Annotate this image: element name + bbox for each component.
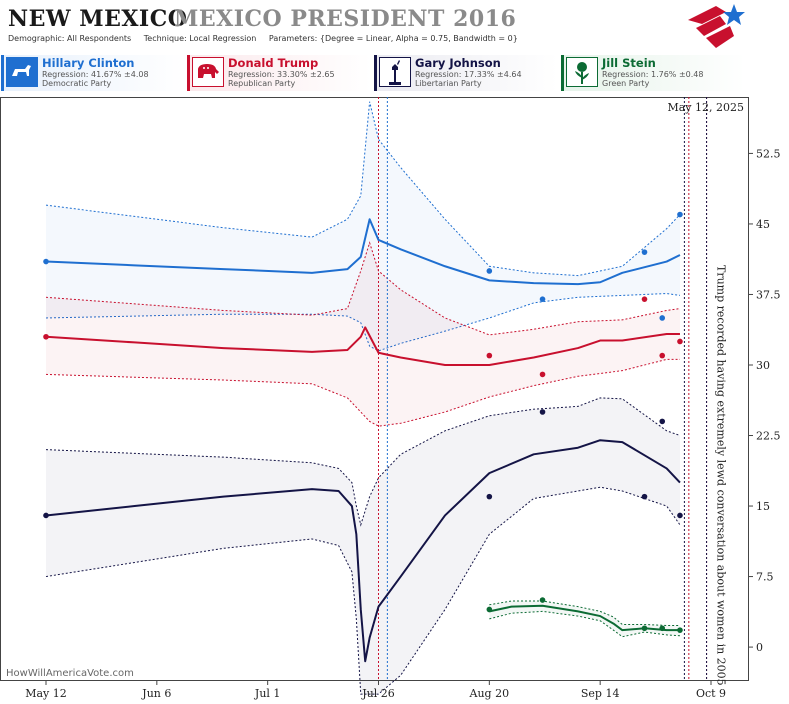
lower-bound-line xyxy=(45,293,681,352)
confidence-band xyxy=(46,242,680,427)
chart-header: NEW MEXICO MEXICO PRESIDENT 2016 Demogra… xyxy=(0,0,789,52)
poll-point xyxy=(641,296,648,302)
rose-icon xyxy=(566,57,598,87)
legend-card-trump: Donald Trump Regression: 33.30% ±2.65 Re… xyxy=(187,55,371,91)
party-label: Green Party xyxy=(602,79,650,88)
confidence-band xyxy=(46,397,680,695)
poll-point xyxy=(43,258,49,265)
poll-point xyxy=(677,627,683,633)
y-tick-label: 37.5 xyxy=(756,288,781,301)
trend-line xyxy=(45,218,681,286)
race-title: MEXICO PRESIDENT 2016 xyxy=(174,6,517,32)
star-logo-icon xyxy=(688,4,745,48)
poll-point xyxy=(659,625,666,632)
poll-point xyxy=(539,371,546,378)
confidence-band xyxy=(489,601,680,637)
y-tick-label: 22.5 xyxy=(756,430,781,443)
party-label: Republican Party xyxy=(228,79,296,88)
candidate-name: Donald Trump xyxy=(228,56,319,70)
x-tick-label: Aug 20 xyxy=(469,687,510,700)
lower-bound-line xyxy=(489,610,681,638)
lower-bound-line xyxy=(45,358,680,427)
legend-card-stein: Jill Stein Regression: 1.76% ±0.48 Green… xyxy=(561,55,745,91)
watermark-text: HowWillAmericaVote.com xyxy=(6,668,134,679)
poll-point xyxy=(659,418,666,425)
x-tick-label: Oct 9 xyxy=(696,687,726,700)
y-tick-label: 7.5 xyxy=(756,571,774,584)
poll-point xyxy=(539,296,546,302)
poll-point xyxy=(486,493,493,500)
candidate-name: Gary Johnson xyxy=(415,56,501,70)
poll-point xyxy=(641,493,648,500)
x-tick-label: Jul 26 xyxy=(361,687,395,700)
x-tick-label: Jun 6 xyxy=(141,687,171,700)
lower-bound-line xyxy=(45,486,681,695)
candidate-name: Hillary Clinton xyxy=(42,56,135,70)
regression-value: Regression: 33.30% ±2.65 xyxy=(228,70,335,79)
trend-line xyxy=(45,326,680,366)
confidence-band xyxy=(46,101,680,351)
donkey-icon xyxy=(6,57,38,87)
candidate-name: Jill Stein xyxy=(602,56,656,70)
poll-point xyxy=(641,625,648,632)
x-tick-label: Jul 1 xyxy=(254,687,281,700)
upper-bound-line xyxy=(45,397,681,527)
poll-point xyxy=(641,249,648,255)
poll-point xyxy=(539,409,546,415)
liberty-statue-icon xyxy=(379,57,411,87)
plot-frame xyxy=(0,97,749,681)
poll-point xyxy=(677,512,683,519)
demographic-label: Demographic: All Respondents xyxy=(8,34,132,43)
trend-line xyxy=(489,604,680,632)
party-label: Libertarian Party xyxy=(415,79,482,88)
event-annotation: Trump recorded having extremely lewd con… xyxy=(714,265,727,686)
poll-point xyxy=(677,338,683,345)
poll-point xyxy=(486,268,493,274)
legend-card-clinton: Hillary Clinton Regression: 41.67% ±4.08… xyxy=(1,55,185,91)
trend-line xyxy=(45,439,681,663)
party-label: Democratic Party xyxy=(42,79,112,88)
y-tick-label: 15 xyxy=(756,500,770,513)
poll-point xyxy=(486,606,493,613)
y-tick-label: 30 xyxy=(756,359,770,372)
x-tick-label: Sep 14 xyxy=(581,687,620,700)
state-title: NEW MEXICO xyxy=(8,6,188,32)
y-tick-label: 45 xyxy=(756,218,770,231)
poll-point xyxy=(539,597,546,603)
poll-point xyxy=(43,512,49,519)
upper-bound-line xyxy=(45,241,681,336)
date-label: May 12, 2025 xyxy=(667,101,744,114)
poll-point xyxy=(659,352,666,359)
parameters-label: Parameters: {Degree = Linear, Alpha = 0.… xyxy=(268,34,518,43)
poll-point xyxy=(677,211,683,218)
technique-label: Technique: Local Regression xyxy=(143,34,257,43)
y-tick-label: 52.5 xyxy=(756,147,781,160)
regression-value: Regression: 1.76% ±0.48 xyxy=(602,70,704,79)
upper-bound-line xyxy=(45,101,681,277)
y-tick-label: 0 xyxy=(756,641,763,654)
legend-card-johnson: Gary Johnson Regression: 17.33% ±4.64 Li… xyxy=(374,55,558,91)
parameters-line: Demographic: All Respondents Technique: … xyxy=(8,34,528,43)
elephant-icon xyxy=(192,57,224,87)
poll-point xyxy=(486,352,493,359)
regression-value: Regression: 17.33% ±4.64 xyxy=(415,70,522,79)
x-tick-label: May 12 xyxy=(25,687,67,700)
poll-point xyxy=(659,315,666,321)
candidate-legend: Hillary Clinton Regression: 41.67% ±4.08… xyxy=(0,55,789,93)
regression-value: Regression: 41.67% ±4.08 xyxy=(42,70,149,79)
poll-point xyxy=(43,333,49,340)
